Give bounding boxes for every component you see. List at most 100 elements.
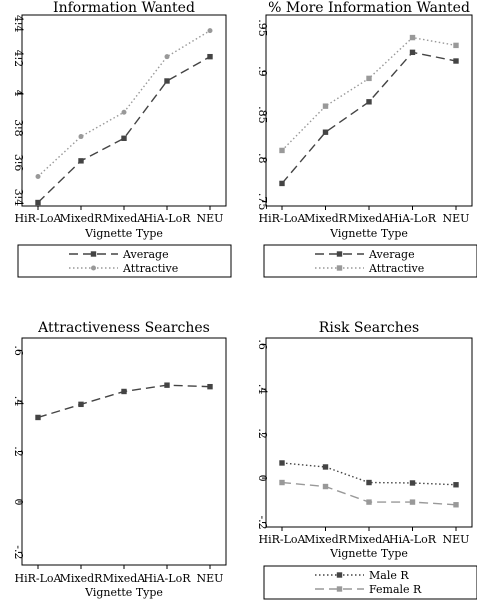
y-tick-label: .2 [256,428,269,439]
x-tick-label: MixedA [103,212,147,225]
data-point [279,460,285,466]
chart-title: Attractiveness Searches [37,320,210,336]
x-axis-label: Vignette Type [84,586,163,599]
data-point [453,482,459,488]
data-point [366,499,372,505]
data-point [207,383,213,390]
data-point [366,99,372,105]
data-point [121,135,127,141]
data-point [121,109,127,115]
x-tick-label: MixedA [103,572,147,585]
x-tick-label: NEU [197,572,224,585]
data-point [322,129,329,135]
legend-label: Attractive [122,262,178,275]
x-tick-label: MixedR [304,533,348,546]
data-point [164,78,170,84]
plot-frame [265,337,473,528]
plot-frame [21,337,227,566]
data-point [121,388,127,395]
x-tick-label: MixedR [60,212,104,225]
data-point [322,483,329,490]
x-tick-label: HiR-LoA [15,572,63,585]
chart-title: Risk Searches [319,320,419,336]
data-point [322,464,329,470]
y-tick-label: .4 [256,384,269,395]
x-axis-label: Vignette Type [329,227,408,240]
data-point [409,49,416,56]
x-tick-label: HiR-LoA [259,533,307,546]
x-tick-label: MixedR [60,572,104,585]
x-axis-label: Vignette Type [329,547,408,560]
data-point [164,54,170,60]
legend-label: Male R [369,569,409,582]
series-line-2 [281,36,457,151]
x-tick-label: NEU [197,212,224,225]
legend-label: Average [368,248,415,261]
legend-swatch-marker [90,251,97,257]
y-tick-label: -.2 [256,515,269,529]
data-point [279,479,285,486]
chart-panel-2: % More Information Wanted .75 .8 .85 .9 .95 Hi… [256,0,477,278]
y-tick-label: 4.2 [12,50,25,67]
legend-label: Attractive [368,262,424,275]
y-tick-label: 4.4 [12,15,25,32]
data-point [409,34,416,41]
x-tick-label: HiA-LoR [389,212,437,225]
y-tick-label: 3.6 [12,154,25,172]
x-tick-label: MixedR [304,212,348,225]
y-tick-label: .85 [256,106,269,124]
x-tick-label: HiA-LoR [144,572,192,585]
y-tick-label: 0 [256,475,269,482]
legend-box [263,565,477,600]
x-tick-label: HiR-LoA [15,212,63,225]
data-point [366,479,372,486]
legend-swatch-marker [336,251,343,257]
y-tick-label: .9 [256,66,269,77]
legend-swatch-marker [336,265,343,271]
data-point [453,42,459,49]
y-tick-label: 0 [12,498,25,505]
data-point [164,382,170,388]
y-tick-label: .6 [12,345,25,356]
plot-frame [265,14,473,207]
legend-box [263,244,477,278]
x-tick-label: MixedA [348,212,392,225]
y-tick-label: 4 [12,90,25,97]
y-tick-label: .95 [256,19,269,37]
chart-panel-3: Attractiveness Searches -.2 0 .2 .4 .6 HiR-LoA… [12,320,227,599]
y-tick-label: .75 [256,193,269,211]
y-tick-label: .6 [256,339,269,350]
series-line-2 [37,30,211,177]
legend-label: Average [122,248,169,261]
data-point [453,502,459,508]
data-point [35,414,41,421]
chart-panel-1: Information Wanted 3.4 3.6 3.8 4 4.2 4.4 HiR-Lo… [12,0,232,278]
data-point [366,75,372,82]
y-tick-label: .8 [256,153,269,164]
y-tick-label: .2 [12,446,25,457]
data-point [207,53,213,60]
legend-swatch-marker [336,572,343,578]
y-tick-label: -.2 [12,545,25,559]
series-line-1 [281,462,457,486]
x-tick-label: NEU [443,212,470,225]
data-point [78,401,84,408]
chart-title: Information Wanted [53,0,195,16]
series-line-1 [37,56,211,204]
data-point [453,58,459,64]
x-tick-label: HiR-LoA [259,212,307,225]
data-point [35,173,41,179]
x-axis-label: Vignette Type [84,227,163,240]
legend-box [17,244,232,278]
data-point [78,158,84,164]
legend-label: Female R [369,583,422,596]
data-point [78,134,84,140]
data-point [279,147,285,154]
x-tick-label: MixedA [348,533,392,546]
x-tick-label: NEU [443,533,470,546]
data-point [409,499,416,505]
